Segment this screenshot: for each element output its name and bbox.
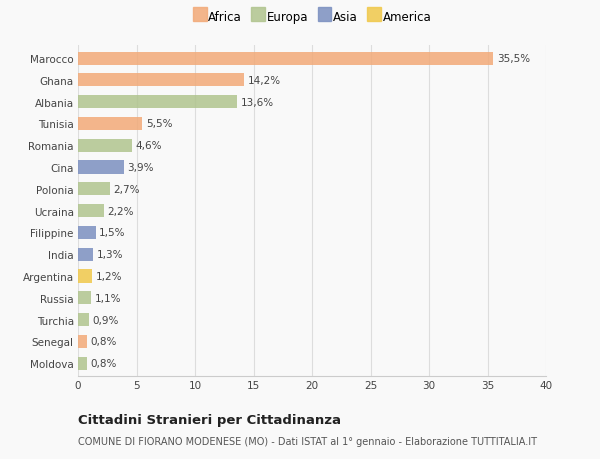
- Bar: [78, 140, 132, 152]
- Bar: [78, 226, 95, 240]
- Bar: [78, 313, 89, 326]
- Text: 0,8%: 0,8%: [91, 336, 117, 347]
- Bar: [78, 161, 124, 174]
- Bar: [78, 248, 93, 261]
- Text: 1,3%: 1,3%: [97, 250, 123, 260]
- Bar: [78, 205, 104, 218]
- Bar: [78, 335, 88, 348]
- Bar: [78, 183, 110, 196]
- Text: 1,2%: 1,2%: [95, 271, 122, 281]
- Legend: Africa, Europa, Asia, America: Africa, Europa, Asia, America: [190, 9, 434, 27]
- Text: 2,2%: 2,2%: [107, 206, 134, 216]
- Text: 13,6%: 13,6%: [241, 97, 274, 107]
- Bar: [78, 96, 237, 109]
- Text: COMUNE DI FIORANO MODENESE (MO) - Dati ISTAT al 1° gennaio - Elaborazione TUTTIT: COMUNE DI FIORANO MODENESE (MO) - Dati I…: [78, 436, 537, 446]
- Text: 0,9%: 0,9%: [92, 315, 118, 325]
- Text: 5,5%: 5,5%: [146, 119, 172, 129]
- Text: 4,6%: 4,6%: [136, 141, 162, 151]
- Bar: [78, 270, 92, 283]
- Text: 0,8%: 0,8%: [91, 358, 117, 368]
- Bar: [78, 118, 142, 131]
- Text: 1,1%: 1,1%: [94, 293, 121, 303]
- Bar: [78, 74, 244, 87]
- Bar: [78, 52, 493, 66]
- Text: 14,2%: 14,2%: [248, 76, 281, 86]
- Text: 1,5%: 1,5%: [99, 228, 125, 238]
- Text: 35,5%: 35,5%: [497, 54, 530, 64]
- Text: Cittadini Stranieri per Cittadinanza: Cittadini Stranieri per Cittadinanza: [78, 413, 341, 426]
- Text: 3,9%: 3,9%: [127, 162, 154, 173]
- Bar: [78, 357, 88, 370]
- Text: 2,7%: 2,7%: [113, 185, 140, 195]
- Bar: [78, 291, 91, 305]
